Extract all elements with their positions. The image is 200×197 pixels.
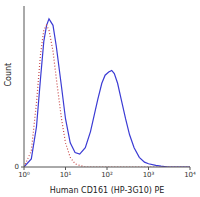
svg-text:10⁴: 10⁴ xyxy=(184,171,192,179)
svg-text:Human CD161 (HP-3G10) PE: Human CD161 (HP-3G10) PE xyxy=(50,186,165,195)
svg-text:Count: Count xyxy=(8,63,13,87)
svg-text:10²: 10² xyxy=(101,171,113,179)
svg-text:10³: 10³ xyxy=(143,171,155,179)
svg-text:10⁰: 10⁰ xyxy=(18,171,30,179)
svg-text:0: 0 xyxy=(15,163,19,171)
svg-text:10¹: 10¹ xyxy=(60,171,72,179)
